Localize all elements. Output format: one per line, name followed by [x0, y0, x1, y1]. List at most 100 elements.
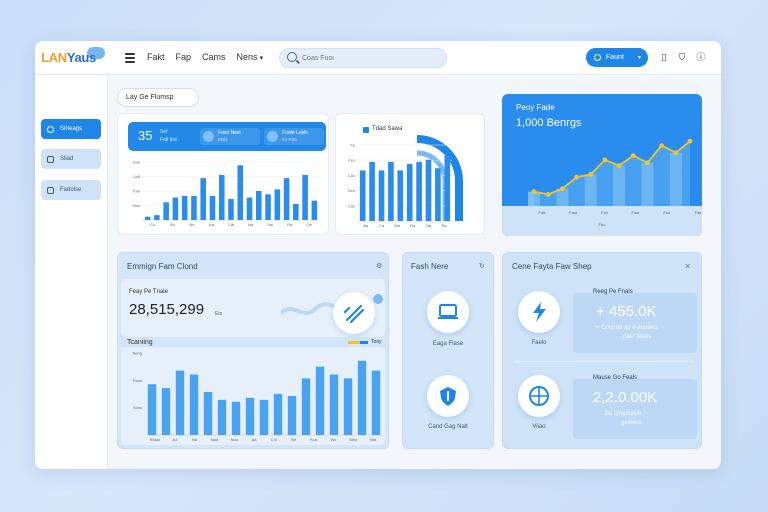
nav-item-4[interactable]: Nens ▾: [237, 52, 264, 62]
nav-item-2[interactable]: Fap: [175, 52, 192, 62]
bar: [378, 170, 385, 221]
shield-icon: [440, 387, 456, 406]
logo-cloud-icon: [87, 47, 105, 59]
bar: [200, 178, 206, 220]
earnings-value: 28,515,299: [129, 301, 205, 318]
data-point: [687, 138, 693, 144]
stats-row-2-note1: Bo cmemaslh: [605, 411, 642, 417]
x-tick-label: Ca: [379, 223, 385, 228]
hamburger-menu-icon[interactable]: [125, 53, 135, 63]
stats-value: 35: [138, 128, 153, 143]
data-point: [630, 153, 636, 158]
bar: [209, 195, 216, 220]
bar: [189, 374, 199, 435]
bar: [357, 360, 367, 435]
x-tick-label: Nua: [231, 437, 239, 442]
stat-cell-2-icon: [267, 131, 278, 142]
chevron-down-icon: ▾: [259, 55, 264, 62]
bar: [435, 168, 441, 221]
app-logo[interactable]: LANYaus: [41, 50, 96, 65]
info-icon[interactable]: ⓘ: [696, 52, 706, 62]
bar: [283, 178, 290, 220]
shield-icon[interactable]: ⛉: [678, 52, 686, 62]
search-bar[interactable]: [279, 48, 447, 68]
series-line: [533, 140, 691, 196]
nav-item-1[interactable]: Fakt: [147, 52, 165, 62]
close-icon[interactable]: ×: [685, 261, 691, 271]
laptop-feature-button[interactable]: [427, 291, 469, 333]
nav-item-4-label: Nens: [236, 52, 258, 62]
sidebar-item-1[interactable]: Sirteags: [41, 119, 101, 139]
y-tick-label: Geo: [347, 188, 355, 193]
refresh-icon[interactable]: ↻: [479, 263, 485, 270]
sidebar-item-3-label: Fadolse: [60, 187, 82, 193]
user-menu-button[interactable]: Faunt ▾: [586, 48, 648, 67]
y-tick-label: Sons: [133, 405, 142, 410]
bar: [218, 174, 225, 220]
sidebar-item-2-label: Sliad: [60, 156, 74, 162]
area-chart-title: Peoy Fade: [516, 103, 555, 112]
compass-button[interactable]: [518, 375, 560, 417]
stats-panel-title: Cene Fayta Faw Shep: [512, 262, 592, 271]
logo-part-1: LAN: [41, 50, 67, 65]
stats-row-2-note2: gemera: [621, 420, 642, 426]
date-filter-pill[interactable]: Lay Ge Flumsp: [117, 88, 199, 107]
lightning-button[interactable]: [518, 291, 560, 333]
data-point: [645, 160, 650, 166]
x-tick-label: Co: [150, 222, 156, 227]
logo-part-2: Yaus: [66, 50, 96, 65]
date-filter-label: Lay Ge Flumsp: [126, 94, 174, 101]
bar: [406, 164, 413, 221]
area-chart-subtitle: 1,000 Benrgs: [516, 117, 582, 129]
stat-cell-2[interactable]: Fonte Lsids Fe Pan: [264, 128, 324, 145]
y-tick-label: Neng: [132, 351, 142, 356]
app-window: LANYaus Fakt Fap Cams Nens▾ Faunt ▾ ▯ ⛉ …: [35, 41, 721, 469]
top-nav: Fakt Fap Cams Nens ▾: [147, 52, 263, 62]
features-panel: [402, 252, 494, 449]
sidebar-item-3[interactable]: Fadolse: [41, 180, 101, 200]
legend-swatch-yellow: [348, 341, 360, 344]
nav-item-3[interactable]: Cams: [202, 52, 226, 62]
bar: [444, 155, 451, 221]
x-tick-label: Rsaui: [150, 437, 160, 442]
bar: [163, 202, 169, 220]
bar: [175, 370, 185, 435]
laptop-icon: [438, 304, 458, 319]
stat-cell-1[interactable]: Favo Nest Mols: [200, 128, 260, 145]
search-icon: [287, 52, 297, 62]
x-tick-label: Faar: [631, 210, 640, 215]
data-point: [545, 192, 551, 197]
x-tick-label: Na: [192, 437, 198, 442]
x-tick-label: Sa: [170, 222, 176, 227]
stat-cell-1-label: Favo Nest: [218, 130, 241, 136]
sidebar-item-2[interactable]: Sliad: [41, 149, 101, 169]
top-header: LANYaus Fakt Fap Cams Nens▾ Faunt ▾ ▯ ⛉ …: [35, 41, 721, 75]
compass-icon: [529, 386, 549, 406]
stats-row-2-icon-label: Viiao: [532, 424, 546, 430]
settings-icon[interactable]: ⚙: [376, 263, 383, 270]
bar: [274, 189, 281, 220]
x-tick-label: Fatt: [539, 210, 547, 215]
bar: [273, 394, 283, 435]
bar: [154, 215, 160, 220]
earnings-panel-title: Emmign Fam Clond: [127, 262, 198, 271]
bar: [191, 195, 197, 220]
notification-dot: [373, 294, 383, 304]
stat-cell-1-sub: Mols: [218, 137, 228, 142]
stats-row-1-bg: [573, 293, 697, 353]
edit-action-button[interactable]: [333, 292, 375, 334]
shield-feature-button[interactable]: [427, 375, 469, 417]
y-tick-label: Sios: [132, 203, 140, 208]
bar: [397, 170, 404, 221]
x-tick-label: Na: [248, 222, 254, 227]
data-point: [588, 171, 594, 177]
area-chart: Fatt Fast Fali Faar Fao Fas Fuo: [528, 138, 701, 227]
earnings-chart-title: Tcaniing: [127, 339, 153, 346]
middle-bar-chart: Cas Geo Cos Fex Fa Aa Ca Mo Ra Na Ra: [347, 143, 452, 228]
stats-row-1-icon-label: Faelo: [531, 340, 547, 346]
search-input[interactable]: [302, 52, 442, 65]
stats-row-2-bg: [573, 379, 697, 439]
y-tick-label: bab: [133, 160, 140, 165]
clipboard-icon[interactable]: ▯: [661, 52, 667, 62]
stats-row-1-note2: paer feees: [623, 334, 652, 340]
